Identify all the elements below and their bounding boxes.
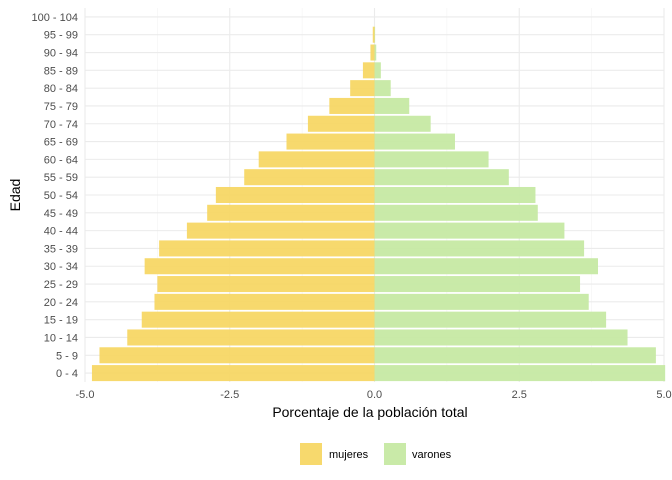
y-tick-label: 40 - 44 bbox=[44, 226, 78, 238]
legend: mujeres varones bbox=[300, 443, 452, 465]
bar-mujeres-85-89 bbox=[362, 62, 375, 79]
bar-varones-80-84 bbox=[374, 80, 391, 97]
bar-varones-25-29 bbox=[374, 276, 581, 293]
y-tick-label: 65 - 69 bbox=[44, 137, 78, 149]
y-tick-label: 10 - 14 bbox=[44, 332, 78, 344]
legend-key-mujeres bbox=[300, 443, 322, 465]
bar-varones-55-59 bbox=[374, 169, 509, 186]
bar-varones-30-34 bbox=[374, 258, 598, 275]
y-tick-label: 20 - 24 bbox=[44, 297, 78, 309]
y-axis-title: Edad bbox=[7, 179, 23, 212]
y-axis-tick-labels: 0 - 4 5 - 9 10 - 14 15 - 19 20 - 24 25 - 29 30… bbox=[32, 12, 78, 380]
bar-mujeres-75-79 bbox=[329, 97, 375, 114]
bar-mujeres-40-44 bbox=[186, 222, 375, 239]
bar-varones-75-79 bbox=[374, 97, 410, 114]
bar-mujeres-0-4 bbox=[91, 365, 375, 382]
y-tick-label: 30 - 34 bbox=[44, 261, 78, 273]
bar-varones-20-24 bbox=[374, 293, 589, 310]
bar-mujeres-10-14 bbox=[127, 329, 375, 346]
legend-label-varones: varones bbox=[412, 449, 452, 461]
bar-mujeres-80-84 bbox=[350, 80, 375, 97]
x-tick-label: 0.0 bbox=[367, 389, 382, 401]
bar-mujeres-5-9 bbox=[99, 347, 375, 364]
bar-mujeres-70-74 bbox=[307, 115, 375, 132]
bar-mujeres-20-24 bbox=[154, 293, 375, 310]
bar-varones-95-99 bbox=[374, 26, 376, 43]
bar-varones-45-49 bbox=[374, 204, 538, 221]
bar-varones-70-74 bbox=[374, 115, 431, 132]
bar-varones-60-64 bbox=[374, 151, 489, 168]
bar-mujeres-15-19 bbox=[141, 311, 375, 328]
x-tick-label: -5.0 bbox=[76, 389, 95, 401]
y-tick-label: 45 - 49 bbox=[44, 208, 78, 220]
bar-mujeres-25-29 bbox=[157, 276, 375, 293]
y-tick-label: 80 - 84 bbox=[44, 83, 78, 95]
y-tick-label: 60 - 64 bbox=[44, 154, 78, 166]
y-tick-label: 85 - 89 bbox=[44, 65, 78, 77]
y-tick-label: 25 - 29 bbox=[44, 279, 78, 291]
bar-mujeres-65-69 bbox=[286, 133, 375, 150]
bar-varones-50-54 bbox=[374, 186, 536, 204]
x-axis-title: Porcentaje de la población total bbox=[272, 404, 467, 420]
bar-varones-10-14 bbox=[374, 329, 628, 346]
y-tick-label: 55 - 59 bbox=[44, 172, 78, 184]
bar-mujeres-55-59 bbox=[244, 169, 375, 186]
bar-varones-35-39 bbox=[374, 240, 585, 257]
y-tick-label: 35 - 39 bbox=[44, 243, 78, 255]
bar-varones-40-44 bbox=[374, 222, 565, 239]
bar-mujeres-35-39 bbox=[159, 240, 375, 257]
bar-mujeres-50-54 bbox=[215, 186, 375, 204]
y-tick-label: 95 - 99 bbox=[44, 30, 78, 42]
bar-mujeres-90-94 bbox=[370, 44, 375, 61]
y-tick-label: 50 - 54 bbox=[44, 190, 78, 202]
bar-varones-85-89 bbox=[374, 62, 381, 79]
bar-varones-15-19 bbox=[374, 311, 607, 328]
x-axis-tick-labels: -5.0 -2.5 0.0 2.5 5.0 bbox=[76, 389, 672, 401]
x-tick-label: 2.5 bbox=[512, 389, 527, 401]
x-tick-label: 5.0 bbox=[656, 389, 671, 401]
y-tick-label: 5 - 9 bbox=[56, 350, 78, 362]
y-tick-label: 15 - 19 bbox=[44, 315, 78, 327]
y-tick-label: 70 - 74 bbox=[44, 119, 78, 131]
legend-label-mujeres: mujeres bbox=[329, 449, 369, 461]
bar-mujeres-60-64 bbox=[258, 151, 375, 168]
y-tick-label: 75 - 79 bbox=[44, 101, 78, 113]
bar-varones-5-9 bbox=[374, 347, 656, 364]
legend-key-varones bbox=[384, 443, 406, 465]
bar-varones-0-4 bbox=[374, 365, 666, 382]
bar-mujeres-45-49 bbox=[207, 204, 375, 221]
y-tick-label: 0 - 4 bbox=[56, 368, 78, 380]
bar-mujeres-95-99 bbox=[372, 26, 375, 43]
bars bbox=[91, 26, 666, 382]
bar-mujeres-30-34 bbox=[144, 258, 375, 275]
y-tick-label: 90 - 94 bbox=[44, 48, 78, 60]
y-tick-label: 100 - 104 bbox=[32, 12, 78, 24]
bar-varones-90-94 bbox=[374, 44, 377, 61]
bar-varones-65-69 bbox=[374, 133, 455, 150]
x-tick-label: -2.5 bbox=[220, 389, 239, 401]
